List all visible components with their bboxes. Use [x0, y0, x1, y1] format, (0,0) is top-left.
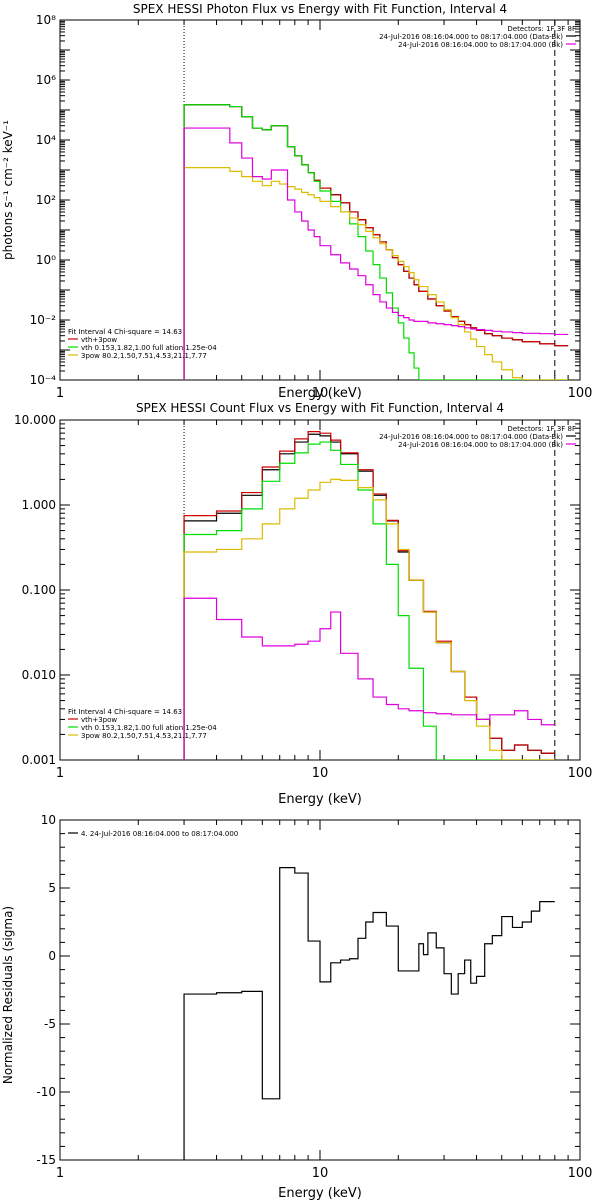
panel-title: SPEX HESSI Photon Flux vs Energy with Fi…	[133, 2, 507, 16]
magenta-series-line	[183, 127, 569, 380]
y-tick-label: 10⁸	[36, 13, 56, 27]
panel-title: SPEX HESSI Count Flux vs Energy with Fit…	[136, 401, 504, 415]
y-axis-label: photons s⁻¹ cm⁻² keV⁻¹	[1, 120, 15, 260]
y-tick-label: 10.000	[14, 413, 56, 427]
x-tick-label: 100	[568, 386, 593, 401]
legend-header: Detectors: 1F 3F 8F	[507, 25, 576, 33]
series-group	[183, 104, 569, 380]
legend-entry-text: vth 0.153,1.82,1.00 full ation 1.25e-04	[81, 724, 217, 732]
y-tick-label: 0.010	[22, 668, 56, 682]
y-tick-label: 10⁻⁴	[30, 373, 57, 387]
y-tick-label: 0.100	[22, 583, 56, 597]
y-tick-label: -5	[44, 1017, 56, 1031]
y-tick-label: -10	[36, 1085, 56, 1099]
y-tick-label: 10	[41, 813, 56, 827]
yellow-series-line	[183, 478, 555, 760]
y-tick-label: 10⁻²	[30, 313, 57, 327]
y-tick-label: 5	[48, 881, 56, 895]
legend-entry-text: 4. 24-Jul-2016 08:16:04.000 to 08:17:04.…	[81, 830, 238, 838]
legend-header: Detectors: 1F 3F 8F	[507, 425, 576, 433]
legend-entry-text: vth+3pow	[81, 716, 117, 724]
count-flux-panel: SPEX HESSI Count Flux vs Energy with Fit…	[14, 401, 592, 807]
y-tick-label: 10²	[36, 193, 56, 207]
series-group	[183, 867, 555, 1160]
x-tick-label: 10	[312, 386, 329, 401]
legend-entry-text: 3pow 80.2,1.50,7.51,4.53,21.1,7.77	[81, 732, 207, 740]
y-tick-label: 10⁰	[36, 253, 56, 267]
black-series-line	[183, 433, 555, 760]
x-tick-label: 1	[56, 766, 64, 781]
legend-entry-text: 24-Jul-2016 08:16:04.000 to 08:17:04.000…	[379, 433, 563, 441]
green-series-line	[183, 441, 555, 760]
legend-entry-text: vth 0.153,1.82,1.00 full ation 1.25e-04	[81, 344, 217, 352]
red-series-line	[183, 431, 555, 760]
y-tick-label: 0.001	[22, 753, 56, 767]
x-tick-label: 1	[56, 386, 64, 401]
x-tick-label: 100	[568, 766, 593, 781]
legend-entry-text: 3pow 80.2,1.50,7.51,4.53,21.1,7.77	[81, 352, 207, 360]
y-tick-label: 10⁴	[36, 133, 56, 147]
x-tick-label: 1	[56, 1166, 64, 1181]
legend-entry-text: vth+3pow	[81, 336, 117, 344]
x-axis-label: Energy (keV)	[278, 792, 362, 807]
plot-frame	[59, 819, 581, 1161]
x-axis-label: Energy (keV)	[278, 386, 362, 401]
legend-entry-text: 24-Jul-2016 08:16:04.000 to 08:17:04.000…	[398, 41, 563, 49]
x-tick-label: 100	[568, 1166, 593, 1181]
legend-header: Fit Interval 4 Chi-square = 14.63	[68, 328, 182, 336]
y-tick-label: 10⁶	[36, 73, 56, 87]
legend-entry-text: 24-Jul-2016 08:16:04.000 to 08:17:04.000…	[379, 33, 563, 41]
x-tick-label: 10	[312, 766, 329, 781]
x-axis-label: Energy (keV)	[278, 1186, 362, 1200]
y-tick-label: 1.000	[22, 498, 56, 512]
residuals-panel: Normalized Residuals (sigma) Energy (keV…	[1, 813, 592, 1200]
legend-entry-text: 24-Jul-2016 08:16:04.000 to 08:17:04.000…	[398, 441, 563, 449]
yellow-series-line	[183, 167, 569, 380]
magenta-series-line	[183, 597, 555, 760]
series-group	[183, 431, 555, 760]
y-tick-label: 0	[48, 949, 56, 963]
y-axis-label: Normalized Residuals (sigma)	[1, 906, 15, 1084]
y-tick-label: -15	[36, 1153, 56, 1167]
legend-header: Fit Interval 4 Chi-square = 14.63	[68, 708, 182, 716]
green-series-line	[183, 104, 569, 380]
black-series-line	[183, 867, 555, 1160]
photon-flux-panel: SPEX HESSI Photon Flux vs Energy with Fi…	[1, 2, 592, 401]
x-tick-label: 10	[312, 1166, 329, 1181]
